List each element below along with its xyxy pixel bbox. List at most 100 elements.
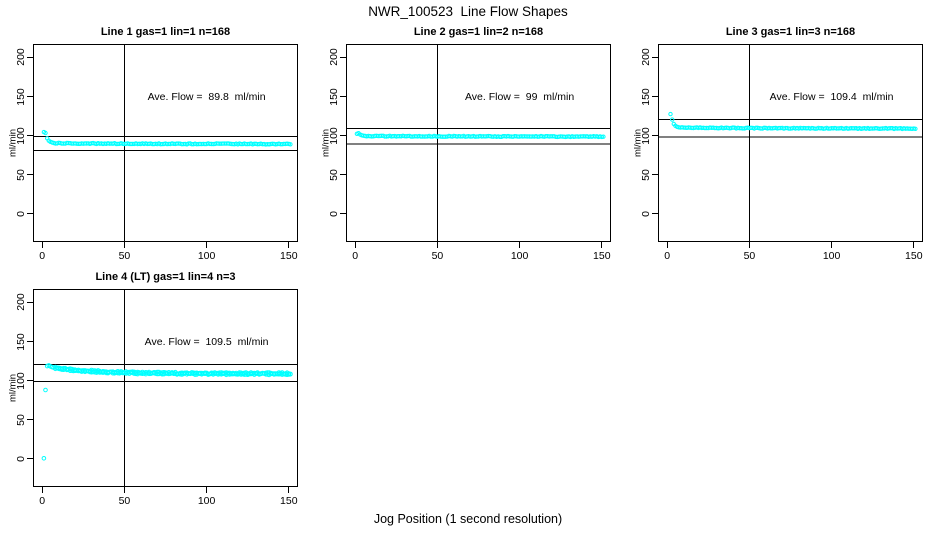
data-point <box>668 111 673 117</box>
y-tick <box>27 135 33 137</box>
y-tick-label: 0 <box>328 210 340 217</box>
data-point <box>288 142 293 147</box>
y-tick-label: 200 <box>640 48 652 67</box>
data-point <box>43 130 48 136</box>
x-tick-label: 100 <box>197 495 216 507</box>
x-tick <box>601 242 603 248</box>
y-tick <box>340 213 346 215</box>
ave-flow-annotation: Ave. Flow = 109.4 ml/min <box>769 90 894 103</box>
ave-flow-annotation: Ave. Flow = 109.5 ml/min <box>144 335 269 348</box>
y-tick <box>340 135 346 137</box>
x-tick <box>123 487 125 493</box>
panel-title: Line 2 gas=1 lin=2 n=168 <box>413 26 544 38</box>
ave-flow-annotation: Ave. Flow = 89.8 ml/min <box>147 90 266 103</box>
y-tick <box>652 135 658 137</box>
panel-line2: Line 2 gas=1 lin=2 n=168 ml/min Ave. Flo… <box>321 26 611 262</box>
x-tick-label: 0 <box>39 495 46 507</box>
x-tick-label: 0 <box>39 250 46 262</box>
plot-area <box>347 45 610 241</box>
y-tick <box>27 380 33 382</box>
y-tick-label: 100 <box>15 371 27 390</box>
y-tick <box>27 341 33 343</box>
y-tick <box>652 213 658 215</box>
y-tick <box>340 56 346 58</box>
y-tick <box>652 174 658 176</box>
y-tick-label: 150 <box>328 87 340 106</box>
x-tick-label: 150 <box>593 250 611 262</box>
plot-area <box>659 45 922 241</box>
data-point <box>43 387 48 393</box>
y-tick-label: 200 <box>15 293 27 312</box>
y-tick <box>27 174 33 176</box>
y-tick-label: 0 <box>15 455 27 462</box>
y-tick-label: 0 <box>15 210 27 217</box>
scatter-plot <box>347 45 610 241</box>
x-tick-label: 150 <box>905 250 923 262</box>
data-point <box>288 371 293 377</box>
x-tick-label: 100 <box>822 250 841 262</box>
ave-flow-annotation: Ave. Flow = 99 ml/min <box>464 90 575 103</box>
x-tick <box>519 242 521 248</box>
x-tick-label: 150 <box>280 495 298 507</box>
y-tick <box>27 458 33 460</box>
main-title: NWR_100523 Line Flow Shapes <box>368 4 568 19</box>
x-tick <box>436 242 438 248</box>
y-tick <box>27 419 33 421</box>
y-tick-label: 200 <box>328 48 340 67</box>
y-tick-label: 50 <box>328 168 340 181</box>
x-tick <box>41 487 43 493</box>
y-tick <box>340 174 346 176</box>
x-tick-label: 50 <box>431 250 444 262</box>
x-tick <box>354 242 356 248</box>
y-tick-label: 100 <box>640 126 652 145</box>
scatter-plot <box>34 290 297 486</box>
y-tick <box>27 213 33 215</box>
x-tick-label: 50 <box>743 250 756 262</box>
scatter-plot <box>659 45 922 241</box>
x-tick <box>206 487 208 493</box>
panel-line4: Line 4 (LT) gas=1 lin=4 n=3 ml/min Ave. … <box>8 271 298 507</box>
panel-line3: Line 3 gas=1 lin=3 n=168 ml/min Ave. Flo… <box>633 26 923 262</box>
x-tick-label: 150 <box>280 250 298 262</box>
x-tick-label: 100 <box>197 250 216 262</box>
data-point <box>41 456 47 461</box>
x-axis-label: Jog Position (1 second resolution) <box>373 512 563 526</box>
y-tick-label: 0 <box>640 210 652 217</box>
y-tick <box>27 56 33 58</box>
y-tick-label: 150 <box>640 87 652 106</box>
data-point <box>601 134 606 139</box>
x-tick <box>748 242 750 248</box>
x-tick-label: 100 <box>510 250 529 262</box>
panel-line1: Line 1 gas=1 lin=1 n=168 ml/min Ave. Flo… <box>8 26 298 262</box>
y-tick <box>652 96 658 98</box>
y-tick <box>27 96 33 98</box>
y-tick-label: 50 <box>15 168 27 181</box>
panel-title: Line 3 gas=1 lin=3 n=168 <box>725 26 856 38</box>
y-tick-label: 100 <box>15 126 27 145</box>
x-tick <box>913 242 915 248</box>
x-tick <box>831 242 833 248</box>
y-tick-label: 50 <box>15 413 27 426</box>
x-tick <box>666 242 668 248</box>
y-tick-label: 150 <box>15 87 27 106</box>
x-tick-label: 50 <box>118 250 131 262</box>
y-tick <box>27 301 33 303</box>
x-tick <box>288 242 290 248</box>
y-tick-label: 150 <box>15 332 27 351</box>
y-tick <box>340 96 346 98</box>
x-tick <box>206 242 208 248</box>
y-tick <box>652 56 658 58</box>
y-tick-label: 100 <box>328 126 340 145</box>
y-tick-label: 50 <box>640 168 652 181</box>
plot-area <box>34 45 297 241</box>
x-tick <box>123 242 125 248</box>
plot-area <box>34 290 297 486</box>
data-point <box>670 117 675 122</box>
x-tick <box>41 242 43 248</box>
scatter-plot <box>34 45 297 241</box>
panel-title: Line 4 (LT) gas=1 lin=4 n=3 <box>95 271 236 283</box>
data-point <box>913 126 918 132</box>
x-tick-label: 0 <box>664 250 671 262</box>
x-tick <box>288 487 290 493</box>
